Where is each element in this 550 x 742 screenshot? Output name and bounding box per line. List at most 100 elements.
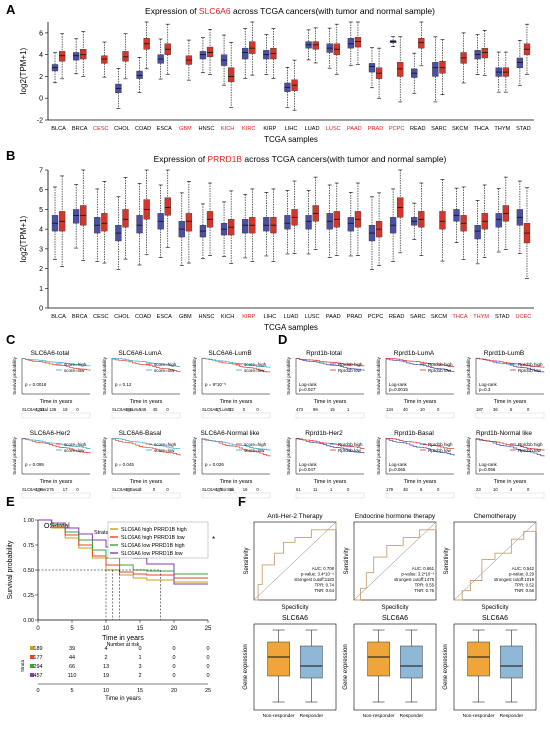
box-rect [400, 645, 423, 679]
x-tick-label: BRCA [72, 126, 88, 132]
risk-table-cell: 17 [63, 487, 68, 492]
risk-strata-swatch [30, 664, 34, 668]
km-title: SLC6A6-Her2 [30, 430, 71, 437]
box-frame [353, 623, 437, 711]
strata-label: Strata [94, 530, 110, 536]
km-y-label: Survival probability [192, 356, 197, 395]
risk-table-cell: 457 [33, 673, 42, 679]
km-y-label: Survival probability [192, 436, 197, 475]
legend-entry: score=low [244, 368, 265, 373]
panel-label-a: A [6, 2, 16, 17]
risk-table-cell: 2 [104, 655, 107, 661]
legend-entry: Rprd1b low [338, 448, 362, 453]
y-axis-label: Survival probability [7, 540, 14, 599]
box-tumor [80, 49, 87, 60]
y-tick-label: 5 [39, 207, 43, 214]
risk-table [201, 492, 271, 499]
box-rect [367, 641, 390, 677]
x-axis-label: Time in years [102, 635, 144, 642]
km-title: SLC6A6-Normal like [201, 430, 260, 437]
risk-x-tick-label: 25 [205, 688, 211, 694]
risk-table-cell: 15 [330, 407, 335, 412]
km-x-label: Time in years [314, 399, 347, 405]
risk-table-cell: 40 [126, 487, 131, 492]
km-title: Rprd1b-Basal [394, 430, 434, 437]
risk-table-cell: 179 [386, 487, 394, 492]
km-curve-high [22, 437, 91, 454]
legend-entry: score=low [64, 448, 85, 453]
x-tick-label: CESC [93, 126, 109, 132]
risk-table-cell: 75 [49, 487, 54, 492]
roc-diagonal [453, 521, 537, 601]
risk-table-cell: 189 [33, 646, 42, 652]
km-pvalue: p=0.056 [479, 467, 496, 472]
y-tick-label: 1.00 [23, 518, 34, 524]
box-frame [253, 623, 337, 711]
box-normal [242, 219, 249, 234]
pvalue-mark: * [212, 535, 215, 544]
risk-strata-swatch [30, 655, 34, 659]
box-tumor [354, 37, 362, 48]
y-tick-label: -2 [37, 118, 43, 125]
box-tumor [185, 213, 193, 232]
y-tick-label: 0 [39, 306, 43, 313]
x-tick-label: SKCM [452, 126, 469, 132]
risk-table-cell: SLC6A6_Basal [112, 487, 140, 492]
km-title: SLC6A6-total [31, 350, 70, 357]
box-normal [284, 215, 291, 230]
box-tumor [101, 55, 108, 64]
roc-stat: AUC: 0.708 [312, 566, 335, 571]
risk-table-cell: 0 [206, 673, 209, 679]
risk-table [385, 492, 455, 499]
legend-entry: score=high [244, 362, 267, 367]
km-curve-low [296, 438, 365, 450]
box-rect [300, 645, 323, 679]
panel-label-d: D [278, 332, 287, 347]
risk-table-cell: SLC6A6_LumB [202, 407, 231, 412]
risk-table-cell: 110 [68, 673, 77, 679]
risk-table [111, 492, 181, 499]
risk-table-cell: 0 [172, 646, 175, 652]
risk-table-cell: 6 [420, 487, 423, 492]
risk-table-cell: SLC6A6_total [22, 407, 48, 412]
box-normal [136, 70, 143, 79]
x-tick-label: 0 [36, 626, 40, 632]
x-tick-label: LIHC [263, 314, 276, 320]
x-tick-label: 15 [137, 626, 144, 632]
x-tick-label: READ [389, 314, 405, 320]
x-tick-label: PAAD [326, 314, 341, 320]
legend-entry: Rprd1b low [428, 448, 452, 453]
risk-table-cell: 44 [69, 655, 75, 661]
box-y-label: Gene expression [343, 644, 349, 689]
box-category-label: Responder [300, 713, 324, 719]
risk-table-cell: 246 [139, 407, 147, 412]
x-tick-label: CESC [93, 314, 109, 320]
box-normal [72, 52, 80, 61]
risk-table [385, 412, 455, 419]
x-tick-label: HNSC [199, 126, 215, 132]
risk-table-cell: 0 [172, 655, 175, 661]
x-tick-label: BLCA [51, 126, 66, 132]
x-tick-label: GBM [179, 126, 192, 132]
risk-table-cell: 0 [138, 646, 141, 652]
x-tick-label: THCA [474, 126, 489, 132]
roc-frame [353, 521, 437, 601]
x-tick-label: LUSC [326, 126, 341, 132]
roc-stat: TNR: 0.64 [314, 588, 334, 593]
roc-stat: p-value: 3.4*10⁻⁴ [301, 572, 334, 577]
y-tick-label: 6 [39, 187, 43, 194]
legend-entry: Rprd1b high [338, 362, 363, 367]
roc-stat: TNR: 0.66 [514, 588, 534, 593]
roc-title: Chemotherapy [474, 513, 517, 520]
x-tick-label: STAD [495, 314, 510, 320]
y-tick-label: 0.50 [23, 568, 34, 574]
x-tick-label: PCPC [389, 126, 405, 132]
x-tick-label: 25 [205, 626, 212, 632]
legend-entry: score=low [244, 448, 265, 453]
km-curve-low [202, 357, 271, 368]
risk-table-cell: 0 [437, 487, 440, 492]
x-tick-label: SARC [410, 314, 426, 320]
legend-entry: score=high [64, 362, 87, 367]
x-tick-label: THYM [473, 314, 489, 320]
